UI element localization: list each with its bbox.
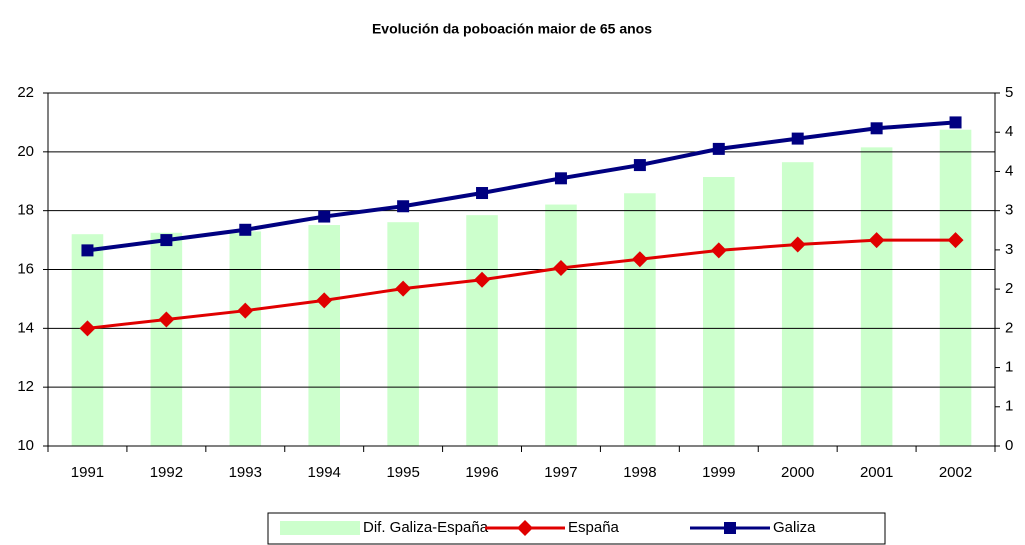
point bbox=[160, 234, 173, 247]
bar bbox=[939, 129, 972, 446]
x-tick-label: 1993 bbox=[229, 464, 262, 481]
x-tick-label: 1999 bbox=[702, 464, 735, 481]
point bbox=[789, 236, 806, 253]
legend-label: Galiza bbox=[773, 519, 816, 536]
x-tick-label: 1994 bbox=[308, 464, 341, 481]
legend-swatch bbox=[280, 521, 360, 535]
bar bbox=[308, 225, 340, 446]
y2-tick-label: 3 bbox=[1005, 241, 1013, 258]
point bbox=[949, 116, 962, 129]
y-tick-label: 12 bbox=[17, 378, 34, 395]
point bbox=[554, 172, 567, 185]
bar bbox=[545, 204, 577, 446]
point bbox=[710, 242, 727, 259]
y-tick-label: 10 bbox=[17, 437, 34, 454]
y-tick-label: 14 bbox=[17, 319, 34, 336]
bar bbox=[624, 193, 656, 446]
y-tick-label: 18 bbox=[17, 202, 34, 219]
x-tick-label: 1992 bbox=[150, 464, 183, 481]
x-tick-label: 2000 bbox=[781, 464, 814, 481]
point bbox=[79, 320, 96, 337]
x-tick-label: 1991 bbox=[71, 464, 104, 481]
y2-tick-label: 5 bbox=[1005, 84, 1013, 101]
x-tick-label: 1998 bbox=[623, 464, 656, 481]
chart-title: Evolución da poboación maior de 65 anos bbox=[372, 21, 652, 37]
legend-marker bbox=[724, 522, 736, 534]
y2-tick-label: 2 bbox=[1005, 280, 1013, 297]
point bbox=[316, 292, 333, 309]
point bbox=[870, 122, 883, 135]
point bbox=[395, 280, 412, 297]
point bbox=[791, 132, 804, 145]
y-tick-label: 20 bbox=[17, 143, 34, 160]
legend-box bbox=[267, 512, 886, 545]
x-tick-label: 1996 bbox=[465, 464, 498, 481]
bar bbox=[71, 234, 104, 446]
point bbox=[947, 232, 964, 249]
point bbox=[476, 187, 489, 200]
point bbox=[712, 142, 725, 155]
bar bbox=[229, 231, 262, 446]
y2-tick-label: 0 bbox=[1005, 437, 1013, 454]
bar bbox=[703, 177, 735, 446]
point bbox=[318, 210, 331, 223]
point bbox=[239, 223, 252, 236]
x-tick-label: 2002 bbox=[939, 464, 972, 481]
line bbox=[87, 238, 956, 330]
y2-tick-label: 1 bbox=[1005, 398, 1013, 415]
point bbox=[158, 311, 175, 328]
x-tick-label: 1995 bbox=[386, 464, 419, 481]
legend-label: España bbox=[568, 519, 620, 536]
point bbox=[237, 302, 254, 319]
bar bbox=[387, 222, 419, 446]
x-tick-label: 2001 bbox=[860, 464, 893, 481]
y2-tick-label: 4 bbox=[1005, 162, 1013, 179]
bar bbox=[781, 162, 814, 447]
y-tick-label: 16 bbox=[17, 260, 34, 277]
x-tick-label: 1997 bbox=[544, 464, 577, 481]
bar bbox=[150, 232, 183, 446]
point bbox=[631, 251, 648, 268]
y2-tick-label: 4 bbox=[1005, 123, 1013, 140]
y2-tick-label: 1 bbox=[1005, 359, 1013, 376]
bar bbox=[466, 215, 498, 446]
point bbox=[633, 159, 646, 172]
y-tick-label: 22 bbox=[17, 84, 34, 101]
y2-tick-label: 2 bbox=[1005, 319, 1013, 336]
legend-label: Dif. Galiza-España bbox=[363, 519, 489, 536]
point bbox=[81, 244, 94, 257]
point bbox=[552, 260, 569, 277]
point bbox=[397, 200, 410, 213]
line bbox=[87, 120, 956, 253]
point bbox=[474, 271, 491, 288]
bar bbox=[860, 147, 893, 446]
y2-tick-label: 3 bbox=[1005, 202, 1013, 219]
legend-marker bbox=[517, 520, 533, 536]
point bbox=[868, 232, 885, 249]
